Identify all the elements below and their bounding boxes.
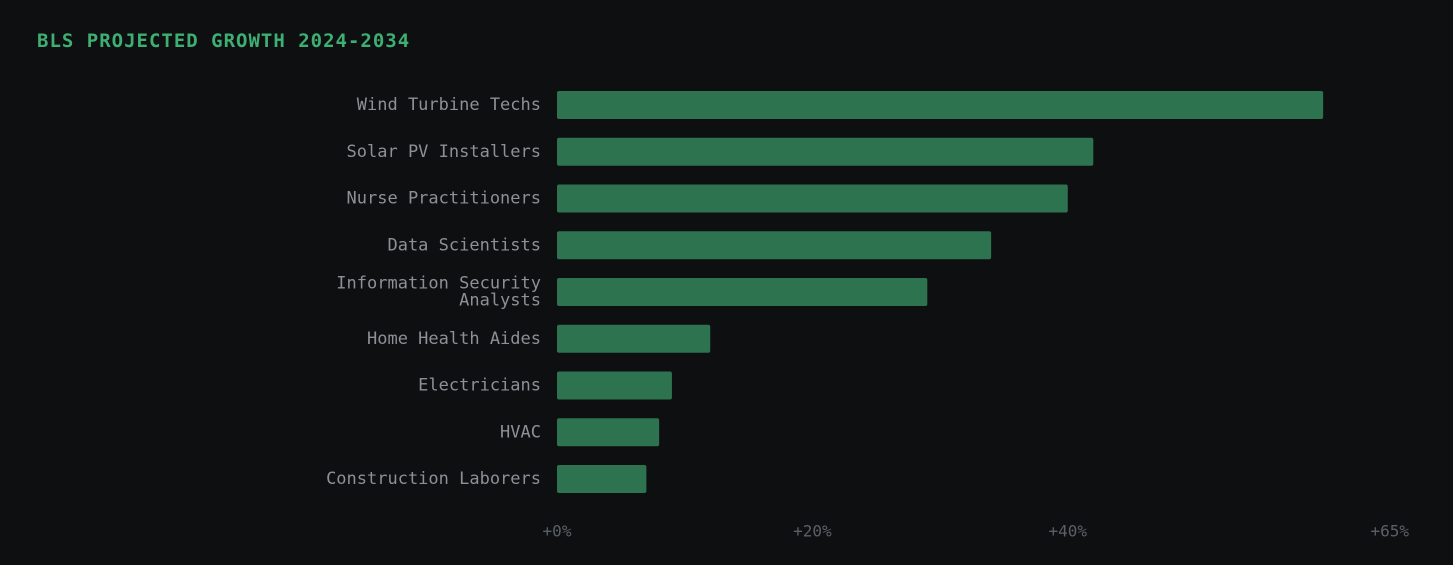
category-label-line: Home Health Aides: [367, 329, 541, 349]
category-label-line: HVAC: [500, 422, 541, 442]
category-label-4: Information Security Analysts: [336, 274, 541, 311]
bar-2: [557, 184, 1068, 213]
category-label-line: Information Security: [336, 274, 541, 294]
bar-1: [557, 137, 1094, 166]
category-label-line: Electricians: [418, 376, 541, 396]
category-label-1: Solar PV Installers: [347, 142, 541, 162]
x-tick-label-3: +65%: [1370, 522, 1409, 541]
x-tick-label-2: +40%: [1049, 522, 1088, 541]
x-tick-label-1: +20%: [793, 522, 832, 541]
category-label-0: Wind Turbine Techs: [357, 95, 541, 115]
category-label-3: Data Scientists: [387, 235, 541, 255]
category-label-7: HVAC: [500, 422, 541, 442]
category-label-line: Wind Turbine Techs: [357, 95, 541, 115]
x-axis-ticks-group: +0% +20% +40% +65%: [543, 522, 1410, 541]
category-label-line: Construction Laborers: [326, 469, 541, 489]
x-tick-label-0: +0%: [543, 522, 572, 541]
category-label-6: Electricians: [418, 376, 541, 396]
bar-3: [557, 231, 992, 260]
category-label-line: Solar PV Installers: [347, 142, 541, 162]
chart-title: BLS PROJECTED GROWTH 2024-2034: [37, 30, 411, 52]
bar-7: [557, 418, 660, 447]
category-labels-group: Wind Turbine Techs Solar PV Installers Nur…: [326, 95, 541, 489]
bar-0: [557, 91, 1324, 119]
bars-group: [557, 91, 1324, 493]
category-label-line: Nurse Practitioners: [347, 189, 541, 209]
bar-4: [557, 278, 928, 306]
category-label-line: Analysts: [459, 291, 541, 311]
bar-6: [557, 371, 672, 400]
bar-5: [557, 324, 711, 353]
category-label-2: Nurse Practitioners: [347, 189, 541, 209]
category-label-5: Home Health Aides: [367, 329, 541, 349]
category-label-line: Data Scientists: [387, 235, 541, 255]
category-label-8: Construction Laborers: [326, 469, 541, 489]
bar-8: [557, 465, 647, 493]
